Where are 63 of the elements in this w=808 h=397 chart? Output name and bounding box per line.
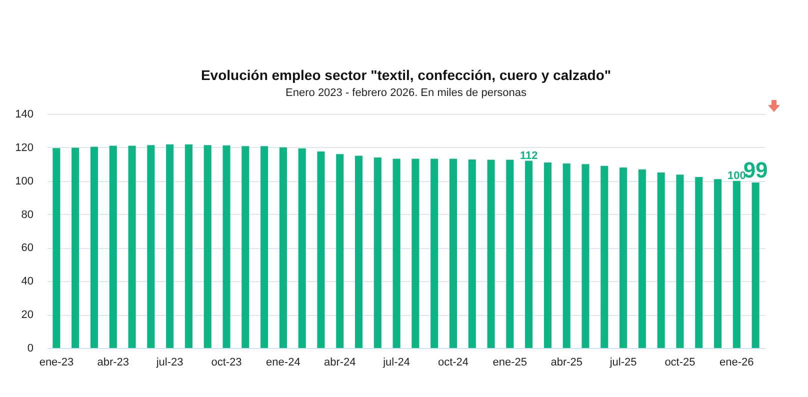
x-tick-label: ene-25 <box>492 356 528 368</box>
bar <box>638 169 646 348</box>
x-tick-label: ene-24 <box>266 356 300 368</box>
x-tick-label: abr-25 <box>550 356 583 368</box>
bar <box>317 151 325 348</box>
bar <box>430 158 438 348</box>
x-tick-label: ene-26 <box>720 356 754 368</box>
bar <box>374 157 382 348</box>
y-tick-label: 120 <box>15 142 34 154</box>
chart-subtitle: Enero 2023 - febrero 2026. En miles de personas <box>286 87 527 99</box>
x-tick-label: oct-25 <box>664 356 696 368</box>
bar <box>752 182 760 348</box>
x-tick-label: ene-23 <box>39 356 74 368</box>
bar <box>582 164 590 348</box>
bar <box>392 158 400 348</box>
bar <box>525 160 533 348</box>
bar <box>714 179 722 348</box>
bar <box>72 148 80 348</box>
bar <box>487 160 495 348</box>
bar <box>506 160 514 348</box>
x-tick-label: jul-25 <box>608 356 637 368</box>
bar <box>449 158 458 348</box>
bar <box>204 145 212 348</box>
y-tick-label: 60 <box>21 242 34 254</box>
x-tick-label: oct-23 <box>211 356 242 368</box>
y-tick-label: 100 <box>15 175 34 188</box>
bar <box>354 156 363 348</box>
bar <box>279 147 287 348</box>
x-tick-label: abr-24 <box>324 356 356 368</box>
bar <box>676 174 684 348</box>
bar <box>468 159 476 348</box>
x-tick-label: jul-23 <box>155 356 184 368</box>
bar <box>620 167 628 348</box>
bar <box>52 148 60 348</box>
bar <box>695 177 703 348</box>
data-label: 112 <box>520 150 538 162</box>
bar <box>109 146 117 348</box>
bar <box>222 145 230 348</box>
bar <box>147 145 155 348</box>
bar <box>166 144 174 348</box>
chart-title: Evolución empleo sector "textil, confección, cuero y calzado" <box>200 67 612 83</box>
bar <box>600 166 608 348</box>
x-tick-label: abr-23 <box>97 356 130 368</box>
x-tick-label: oct-24 <box>438 356 469 368</box>
y-tick-label: 140 <box>15 108 34 120</box>
bar <box>90 146 98 348</box>
bar <box>412 158 420 348</box>
x-tick-label: jul-24 <box>382 356 410 368</box>
y-tick-label: 40 <box>21 276 34 288</box>
bar <box>128 146 136 348</box>
bar <box>657 172 665 348</box>
bar <box>242 146 250 348</box>
y-tick-label: 0 <box>27 342 34 354</box>
bar <box>732 180 740 348</box>
data-label: 100 <box>727 170 746 182</box>
bar <box>298 148 306 348</box>
y-tick-label: 20 <box>21 309 34 322</box>
bar <box>562 163 570 348</box>
bar <box>336 154 344 348</box>
bar <box>184 144 192 348</box>
y-tick-label: 80 <box>21 208 34 221</box>
bar <box>260 146 268 348</box>
bar <box>544 162 552 348</box>
